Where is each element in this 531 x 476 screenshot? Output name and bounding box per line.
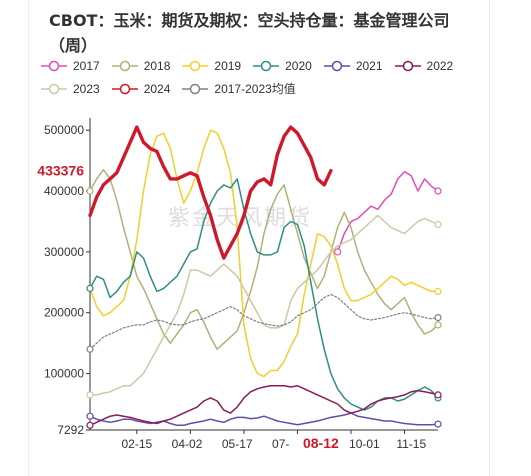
series-marker (86, 391, 94, 399)
legend-label: 2019 (214, 58, 242, 73)
legend-item-2018[interactable]: 2018 (111, 57, 171, 74)
series-marker (334, 248, 342, 256)
x-tick-label: 04-02 (172, 437, 203, 451)
legend-swatch (41, 60, 67, 71)
legend-label: 2018 (143, 58, 171, 73)
y-tick-label: 500000 (44, 123, 84, 137)
chart-title-line2: （周） (49, 36, 98, 55)
legend-swatch (182, 60, 209, 71)
y-tick-label: 300000 (44, 245, 84, 259)
y-tick-label: 7292 (57, 423, 84, 437)
series-line-2017-2023均值 (89, 293, 439, 350)
legend-item-2017-2023均值[interactable]: 2017-2023均值 (182, 80, 296, 97)
legend-item-2023[interactable]: 2023 (41, 80, 100, 97)
chart-legend: 2017 2018 2019 2020 2021 2022 2023 2024 2017-202… (41, 57, 481, 103)
legend-label: 2021 (355, 58, 383, 73)
highlight-y-label: 433376 (37, 163, 84, 179)
x-tick-label: 10-01 (349, 437, 380, 451)
chart-card: CBOT：玉米：期货及期权：空头持仓量：基金管理公司 （周） 2017 2018 2… (28, 0, 490, 476)
legend-item-2021[interactable]: 2021 (323, 57, 383, 74)
y-tick-label: 100000 (44, 367, 84, 381)
legend-label: 2023 (73, 81, 100, 96)
legend-swatch (394, 60, 421, 71)
legend-item-2019[interactable]: 2019 (182, 57, 241, 74)
series-marker (86, 187, 94, 195)
x-tick-label: 11-15 (396, 437, 426, 451)
x-tick-label: 07- (272, 437, 289, 451)
series-line-2017 (336, 170, 439, 253)
x-tick-label: 02-15 (121, 437, 152, 451)
series-marker (434, 187, 442, 195)
series-marker (434, 287, 442, 296)
series-marker (434, 321, 442, 329)
legend-label: 2017-2023均值 (214, 82, 296, 96)
x-tick-label: 05-17 (222, 437, 253, 451)
legend-swatch (111, 83, 138, 94)
series-marker (86, 412, 94, 420)
series-marker (434, 313, 442, 322)
series-line-2021 (89, 412, 439, 427)
legend-label: 2022 (426, 58, 454, 73)
legend-item-2022[interactable]: 2022 (394, 57, 454, 74)
series-marker (434, 391, 442, 399)
series-line-2023 (89, 214, 439, 396)
series-marker (434, 420, 442, 428)
series-marker (86, 421, 94, 429)
y-tick-label: 400000 (44, 184, 84, 198)
series-line-2024 (88, 125, 333, 260)
legend-label: 2020 (285, 58, 312, 73)
chart-title-line1: CBOT：玉米：期货及期权：空头持仓量：基金管理公司 (49, 11, 450, 30)
legend-swatch (182, 83, 209, 94)
series-marker (86, 284, 94, 292)
legend-label: 2017 (73, 58, 100, 73)
legend-item-2017[interactable]: 2017 (41, 57, 100, 74)
legend-swatch (111, 60, 138, 71)
legend-label: 2024 (143, 81, 171, 96)
series-marker (434, 220, 442, 229)
series-marker (86, 345, 94, 353)
series-line-2018 (89, 168, 439, 350)
series-line-2019 (89, 129, 439, 378)
legend-item-2024[interactable]: 2024 (111, 80, 171, 97)
series-line-2022 (89, 385, 439, 427)
legend-swatch (253, 60, 280, 71)
chart-title: CBOT：玉米：期货及期权：空头持仓量：基金管理公司 （周） (49, 8, 479, 58)
y-tick-label: 200000 (44, 306, 84, 320)
highlight-x-label: 08-12 (303, 435, 339, 451)
legend-item-2020[interactable]: 2020 (253, 57, 312, 74)
legend-swatch (41, 83, 67, 94)
legend-swatch (323, 60, 350, 71)
